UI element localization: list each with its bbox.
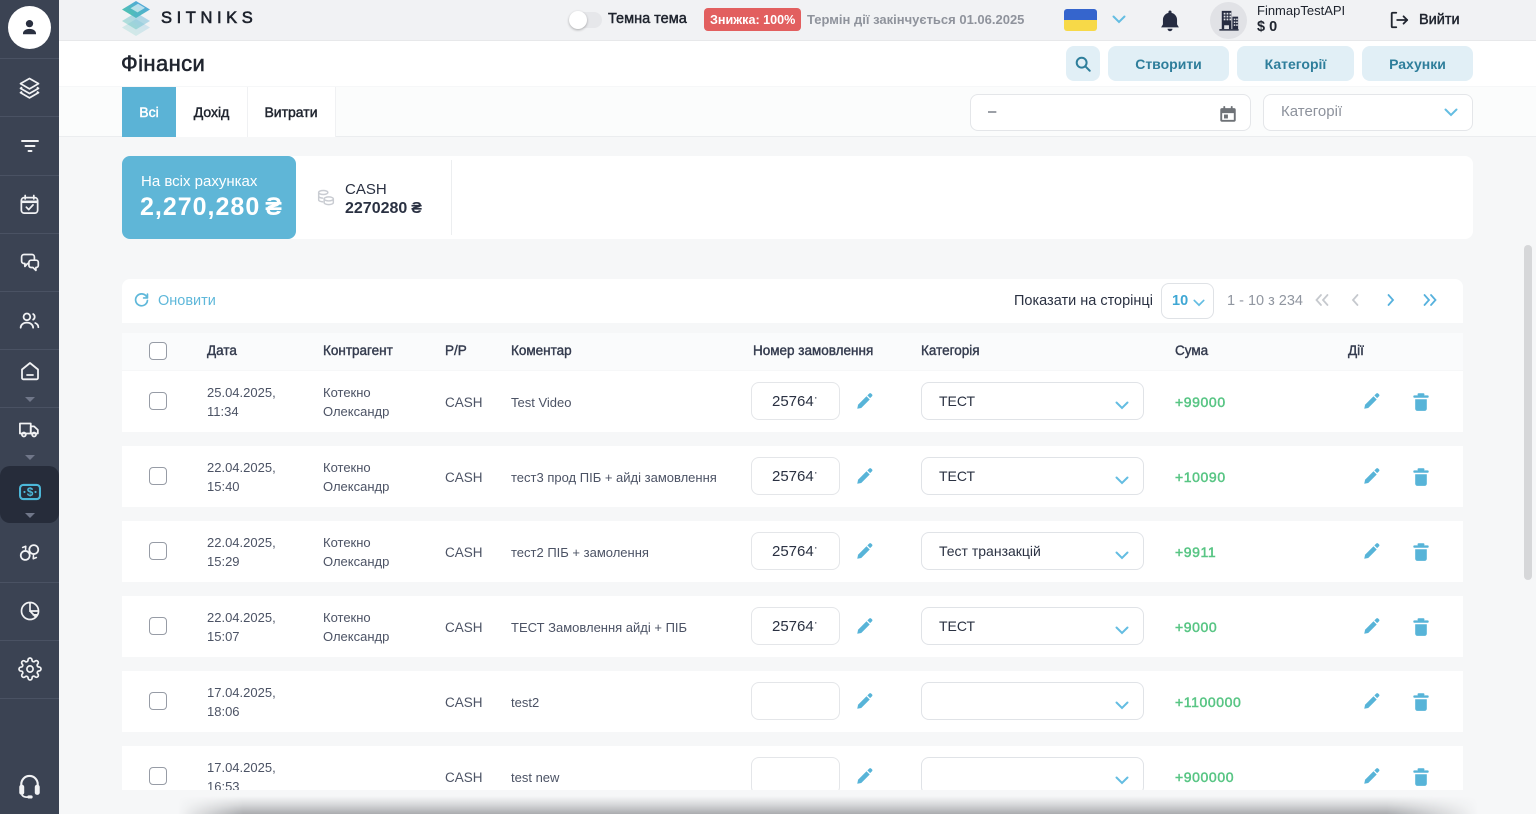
svg-text:$: $	[26, 485, 33, 499]
